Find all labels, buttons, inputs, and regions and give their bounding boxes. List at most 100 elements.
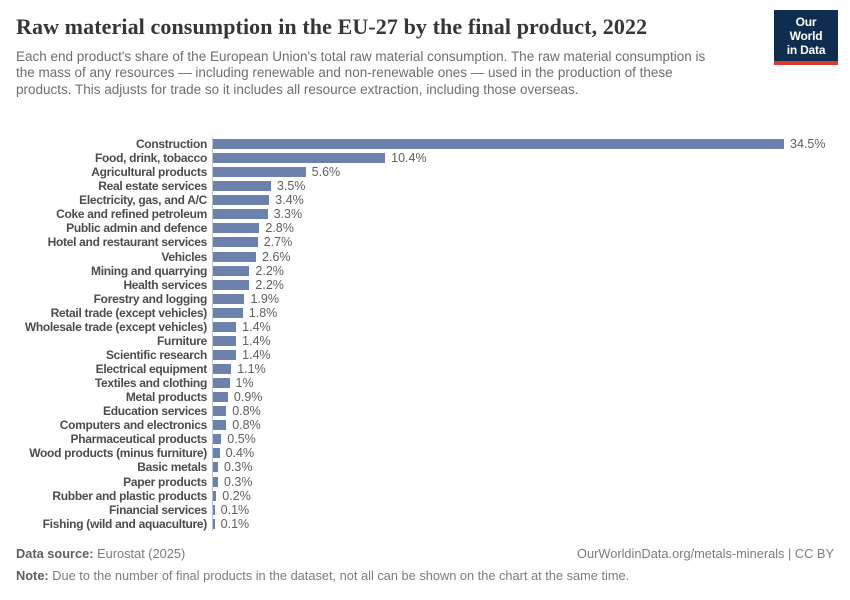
bar-row: Public admin and defence 2.8%: [16, 221, 836, 236]
bar[interactable]: [213, 364, 232, 375]
bar-row: Pharmaceutical products 0.5%: [16, 432, 836, 447]
bar[interactable]: [213, 279, 250, 290]
value-label: 0.5%: [227, 432, 256, 447]
category-label: Textiles and clothing: [94, 376, 207, 391]
category-label: Coke and refined petroleum: [56, 207, 207, 222]
bar[interactable]: [213, 237, 258, 248]
bar[interactable]: [213, 335, 237, 346]
bar-track: 1%: [212, 376, 836, 391]
owid-logo-line2: in Data: [786, 43, 826, 57]
bar-track: 3.3%: [212, 207, 836, 222]
category-label: Metal products: [125, 390, 207, 405]
bar-track: 2.2%: [212, 277, 836, 292]
bar-row: Fishing (wild and aquaculture) 0.1%: [16, 516, 836, 531]
bar-row: Food, drink, tobacco 10.4%: [16, 151, 836, 166]
bar-track: 0.3%: [212, 460, 836, 475]
category-label: Public admin and defence: [66, 221, 207, 236]
category-label: Education services: [103, 404, 207, 419]
bar[interactable]: [213, 195, 270, 206]
bar-track: 0.3%: [212, 474, 836, 489]
value-label: 2.6%: [262, 249, 291, 264]
credit-link[interactable]: OurWorldinData.org/metals-minerals | CC …: [577, 546, 834, 561]
category-label: Basic metals: [137, 460, 207, 475]
bar[interactable]: [213, 406, 227, 417]
value-label: 0.1%: [220, 516, 250, 531]
bar-track: 0.8%: [212, 418, 836, 433]
category-label: Food, drink, tobacco: [94, 151, 207, 166]
value-label: 0.3%: [223, 460, 253, 475]
bar[interactable]: [213, 504, 215, 515]
bar[interactable]: [213, 139, 784, 150]
value-label: 1.4%: [242, 347, 271, 362]
bar-row: Basic metals 0.3%: [16, 460, 836, 475]
bar-row: Metal products 0.9%: [16, 390, 836, 405]
category-label: Retail trade (except vehicles): [50, 305, 208, 320]
bar[interactable]: [213, 209, 268, 220]
bar[interactable]: [213, 448, 220, 459]
category-label: Forestry and logging: [93, 291, 208, 306]
value-label: 3.4%: [275, 193, 304, 208]
bar[interactable]: [213, 378, 230, 389]
bar[interactable]: [213, 153, 386, 164]
category-label: Vehicles: [161, 249, 207, 264]
bar-track: 1.4%: [212, 333, 836, 348]
bar[interactable]: [213, 518, 215, 529]
bar[interactable]: [213, 251, 257, 262]
chart-header: Raw material consumption in the EU-27 by…: [16, 14, 834, 98]
bar-track: 0.4%: [212, 446, 836, 461]
category-label: Construction: [135, 137, 207, 152]
chart-subtitle: Each end product's share of the European…: [16, 49, 706, 97]
bar[interactable]: [213, 307, 243, 318]
data-source: Data source: Eurostat (2025): [16, 546, 185, 561]
bar-row: Hotel and restaurant services 2.7%: [16, 235, 836, 250]
value-label: 1.1%: [237, 362, 266, 377]
bar-track: 0.1%: [212, 516, 836, 531]
data-source-value: Eurostat (2025): [97, 546, 186, 561]
category-label: Fishing (wild and aquaculture): [42, 516, 208, 531]
value-label: 1.4%: [242, 333, 271, 348]
bar[interactable]: [213, 476, 218, 487]
bar-row: Health services 2.2%: [16, 277, 836, 292]
bar[interactable]: [213, 181, 271, 192]
bar-track: 2.7%: [212, 235, 836, 250]
bar-track: 0.2%: [212, 488, 836, 503]
bar-track: 0.9%: [212, 390, 836, 405]
page-title: Raw material consumption in the EU-27 by…: [16, 14, 648, 39]
bar-track: 1.8%: [212, 305, 836, 320]
bar[interactable]: [213, 420, 227, 431]
category-label: Agricultural products: [91, 165, 207, 180]
bar[interactable]: [213, 223, 260, 234]
bar-track: 0.5%: [212, 432, 836, 447]
bar[interactable]: [213, 490, 217, 501]
category-label: Financial services: [109, 502, 207, 517]
category-label: Electricity, gas, and A/C: [79, 193, 207, 208]
category-label: Computers and electronics: [59, 418, 208, 433]
bar-row: Retail trade (except vehicles) 1.8%: [16, 305, 836, 320]
category-label: Paper products: [123, 474, 207, 489]
bar-track: 0.1%: [212, 502, 836, 517]
bar[interactable]: [213, 392, 228, 403]
bar[interactable]: [213, 265, 250, 276]
bar-track: 10.4%: [212, 151, 836, 166]
bar-track: 1.1%: [212, 362, 836, 377]
bar[interactable]: [213, 434, 222, 445]
bar-track: 5.6%: [212, 165, 836, 180]
bar-row: Furniture 1.4%: [16, 333, 836, 348]
bar-track: 0.8%: [212, 404, 836, 419]
bar[interactable]: [213, 293, 245, 304]
owid-logo[interactable]: Our World in Data: [774, 10, 838, 65]
value-label: 2.8%: [265, 221, 294, 236]
category-label: Furniture: [157, 333, 207, 348]
bar[interactable]: [213, 167, 306, 178]
bar-row: Electrical equipment 1.1%: [16, 362, 836, 377]
bar-track: 1.9%: [212, 291, 836, 306]
bar-row: Wholesale trade (except vehicles) 1.4%: [16, 319, 836, 334]
value-label: 2.7%: [263, 235, 293, 250]
value-label: 34.5%: [790, 137, 826, 152]
bar-track: 2.8%: [212, 221, 836, 236]
bar[interactable]: [213, 321, 237, 332]
bar[interactable]: [213, 349, 237, 360]
bar-track: 1.4%: [212, 347, 836, 362]
bar[interactable]: [213, 462, 218, 473]
bar-row: Mining and quarrying 2.2%: [16, 263, 836, 278]
